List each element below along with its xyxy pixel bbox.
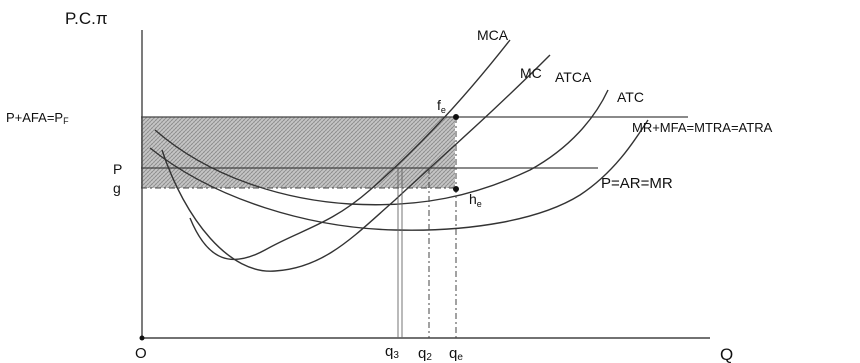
origin-label: O xyxy=(135,345,147,362)
q3-label: q3 xyxy=(385,343,399,361)
qe-label: qe xyxy=(449,345,463,363)
mca-curve xyxy=(189,39,511,261)
pf-label: P+AFA=PF xyxy=(6,110,69,126)
y-axis-label: P.C.π xyxy=(65,9,108,28)
atc-label: ATC xyxy=(617,89,644,105)
atca-curve xyxy=(154,89,609,206)
shaded-area xyxy=(141,117,455,188)
fe-label: fe xyxy=(437,97,446,115)
mca-label: MCA xyxy=(477,27,509,43)
origin-dot xyxy=(139,335,145,341)
mc-label: MC xyxy=(520,65,542,81)
atc-curve xyxy=(149,119,649,231)
x-axis-label: Q xyxy=(720,345,733,363)
atca-label: ATCA xyxy=(555,69,592,85)
q2-label: q2 xyxy=(418,345,432,363)
mc-curve xyxy=(161,54,551,272)
upper-line-label: MR+MFA=MTRA=ATRA xyxy=(632,120,773,135)
point-fe xyxy=(453,114,459,120)
lower-line-label: P=AR=MR xyxy=(601,175,673,192)
p-label: P xyxy=(113,161,122,177)
point-he xyxy=(453,186,459,192)
g-label: g xyxy=(113,180,121,196)
he-label: he xyxy=(469,191,482,209)
